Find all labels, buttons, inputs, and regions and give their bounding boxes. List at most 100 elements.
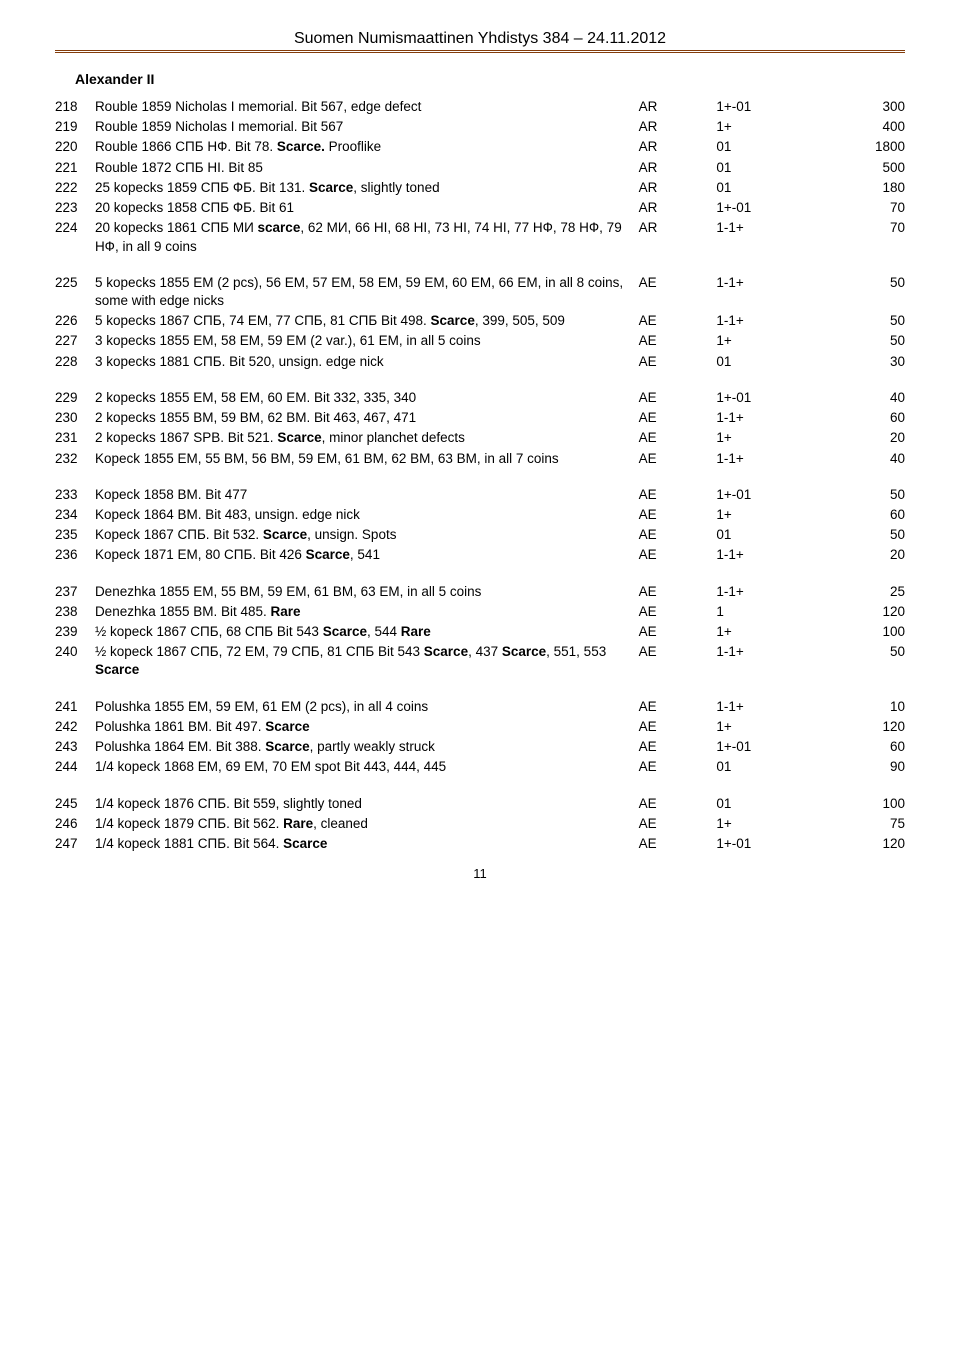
lot-description: 20 kopecks 1861 СПБ МИ scarce, 62 МИ, 66… [95, 218, 639, 256]
lot-grade: 1-1+ [716, 408, 816, 428]
lot-metal: AR [639, 158, 717, 178]
lot-number: 239 [55, 622, 95, 642]
lot-description: 3 kopecks 1855 ЕМ, 58 ЕМ, 59 ЕМ (2 var.)… [95, 331, 639, 351]
lot-price: 120 [816, 834, 905, 854]
lot-row: 241Polushka 1855 ЕМ, 59 ЕМ, 61 ЕМ (2 pcs… [55, 697, 905, 717]
lot-row: 218Rouble 1859 Nicholas I memorial. Bit … [55, 97, 905, 117]
lot-grade: 01 [716, 137, 816, 157]
lot-row: 2302 kopecks 1855 ВМ, 59 ВМ, 62 ВМ. Bit … [55, 408, 905, 428]
lot-row: 238Denezhka 1855 ВМ. Bit 485. RareAE1120 [55, 602, 905, 622]
section-heading: Alexander II [75, 71, 905, 87]
lot-metal: AE [639, 737, 717, 757]
lot-metal: AE [639, 505, 717, 525]
lot-number: 218 [55, 97, 95, 117]
lot-grade: 1+ [716, 428, 816, 448]
lot-grade: 1+ [716, 622, 816, 642]
lot-price: 40 [816, 449, 905, 469]
lot-description: 1/4 kopeck 1879 СПБ. Bit 562. Rare, clea… [95, 814, 639, 834]
lot-metal: AR [639, 218, 717, 256]
lot-price: 100 [816, 622, 905, 642]
lot-number: 229 [55, 388, 95, 408]
lot-description: Polushka 1864 ЕМ. Bit 388. Scarce, partl… [95, 737, 639, 757]
lot-metal: AE [639, 757, 717, 777]
lot-metal: AE [639, 582, 717, 602]
lot-row: 242Polushka 1861 ВМ. Bit 497. ScarceAE1+… [55, 717, 905, 737]
lot-description: Denezhka 1855 ЕМ, 55 ВМ, 59 ЕМ, 61 ВМ, 6… [95, 582, 639, 602]
lot-grade: 1+ [716, 331, 816, 351]
lot-number: 223 [55, 198, 95, 218]
lot-description: Kopeck 1858 ВМ. Bit 477 [95, 485, 639, 505]
lot-number: 226 [55, 311, 95, 331]
group-gap [55, 681, 905, 697]
group-gap [55, 566, 905, 582]
lot-grade: 1-1+ [716, 642, 816, 680]
lot-number: 219 [55, 117, 95, 137]
lot-price: 60 [816, 737, 905, 757]
lot-description: 20 kopecks 1858 СПБ ФБ. Bit 61 [95, 198, 639, 218]
lot-metal: AE [639, 485, 717, 505]
lot-metal: AR [639, 137, 717, 157]
lot-number: 242 [55, 717, 95, 737]
lot-metal: AE [639, 697, 717, 717]
lot-row: 243Polushka 1864 ЕМ. Bit 388. Scarce, pa… [55, 737, 905, 757]
lot-grade: 01 [716, 352, 816, 372]
lot-row: 22320 kopecks 1858 СПБ ФБ. Bit 61AR1+-01… [55, 198, 905, 218]
lot-price: 120 [816, 717, 905, 737]
lot-description: Rouble 1872 СПБ НI. Bit 85 [95, 158, 639, 178]
lot-description: 1/4 kopeck 1876 СПБ. Bit 559, slightly t… [95, 794, 639, 814]
lot-metal: AE [639, 352, 717, 372]
lot-row: 2283 kopecks 1881 СПБ. Bit 520, unsign. … [55, 352, 905, 372]
lot-grade: 1-1+ [716, 697, 816, 717]
lot-description: 1/4 kopeck 1881 СПБ. Bit 564. Scarce [95, 834, 639, 854]
lot-number: 244 [55, 757, 95, 777]
lot-description: Kopeck 1855 ЕМ, 55 ВМ, 56 ВМ, 59 ЕМ, 61 … [95, 449, 639, 469]
lot-number: 240 [55, 642, 95, 680]
lot-metal: AR [639, 97, 717, 117]
lot-grade: 1-1+ [716, 582, 816, 602]
lot-description: 5 kopecks 1867 СПБ, 74 ЕМ, 77 СПБ, 81 СП… [95, 311, 639, 331]
lot-metal: AE [639, 449, 717, 469]
lot-row: 219Rouble 1859 Nicholas I memorial. Bit … [55, 117, 905, 137]
lot-grade: 1+-01 [716, 485, 816, 505]
lot-description: ½ kopeck 1867 СПБ, 72 ЕМ, 79 СПБ, 81 СПБ… [95, 642, 639, 680]
lot-metal: AE [639, 525, 717, 545]
lot-number: 222 [55, 178, 95, 198]
lot-metal: AE [639, 408, 717, 428]
lot-grade: 01 [716, 158, 816, 178]
lot-row: 220Rouble 1866 СПБ НФ. Bit 78. Scarce. P… [55, 137, 905, 157]
lot-metal: AE [639, 311, 717, 331]
lot-description: Rouble 1859 Nicholas I memorial. Bit 567 [95, 117, 639, 137]
lot-grade: 1-1+ [716, 311, 816, 331]
lot-metal: AE [639, 545, 717, 565]
lot-grade: 1+-01 [716, 737, 816, 757]
lot-metal: AE [639, 602, 717, 622]
lot-price: 120 [816, 602, 905, 622]
lot-metal: AR [639, 178, 717, 198]
lot-row: 2292 kopecks 1855 ЕМ, 58 ЕМ, 60 ЕМ. Bit … [55, 388, 905, 408]
lot-price: 400 [816, 117, 905, 137]
lot-grade: 1-1+ [716, 273, 816, 311]
page-number: 11 [55, 866, 905, 881]
lot-metal: AE [639, 794, 717, 814]
lot-price: 40 [816, 388, 905, 408]
lot-row: 239½ kopeck 1867 СПБ, 68 СПБ Bit 543 Sca… [55, 622, 905, 642]
lot-price: 25 [816, 582, 905, 602]
group-gap [55, 257, 905, 273]
lot-row: 22420 kopecks 1861 СПБ МИ scarce, 62 МИ,… [55, 218, 905, 256]
lot-description: ½ kopeck 1867 СПБ, 68 СПБ Bit 543 Scarce… [95, 622, 639, 642]
lot-price: 75 [816, 814, 905, 834]
group-gap [55, 778, 905, 794]
lot-number: 230 [55, 408, 95, 428]
lot-metal: AE [639, 273, 717, 311]
lot-number: 224 [55, 218, 95, 256]
lot-metal: AE [639, 834, 717, 854]
lot-metal: AR [639, 117, 717, 137]
lot-price: 50 [816, 273, 905, 311]
lot-grade: 1+ [716, 717, 816, 737]
lot-description: Polushka 1855 ЕМ, 59 ЕМ, 61 ЕМ (2 pcs), … [95, 697, 639, 717]
lot-row: 237Denezhka 1855 ЕМ, 55 ВМ, 59 ЕМ, 61 ВМ… [55, 582, 905, 602]
lot-price: 50 [816, 485, 905, 505]
lot-grade: 1+ [716, 505, 816, 525]
lot-number: 221 [55, 158, 95, 178]
lot-price: 10 [816, 697, 905, 717]
